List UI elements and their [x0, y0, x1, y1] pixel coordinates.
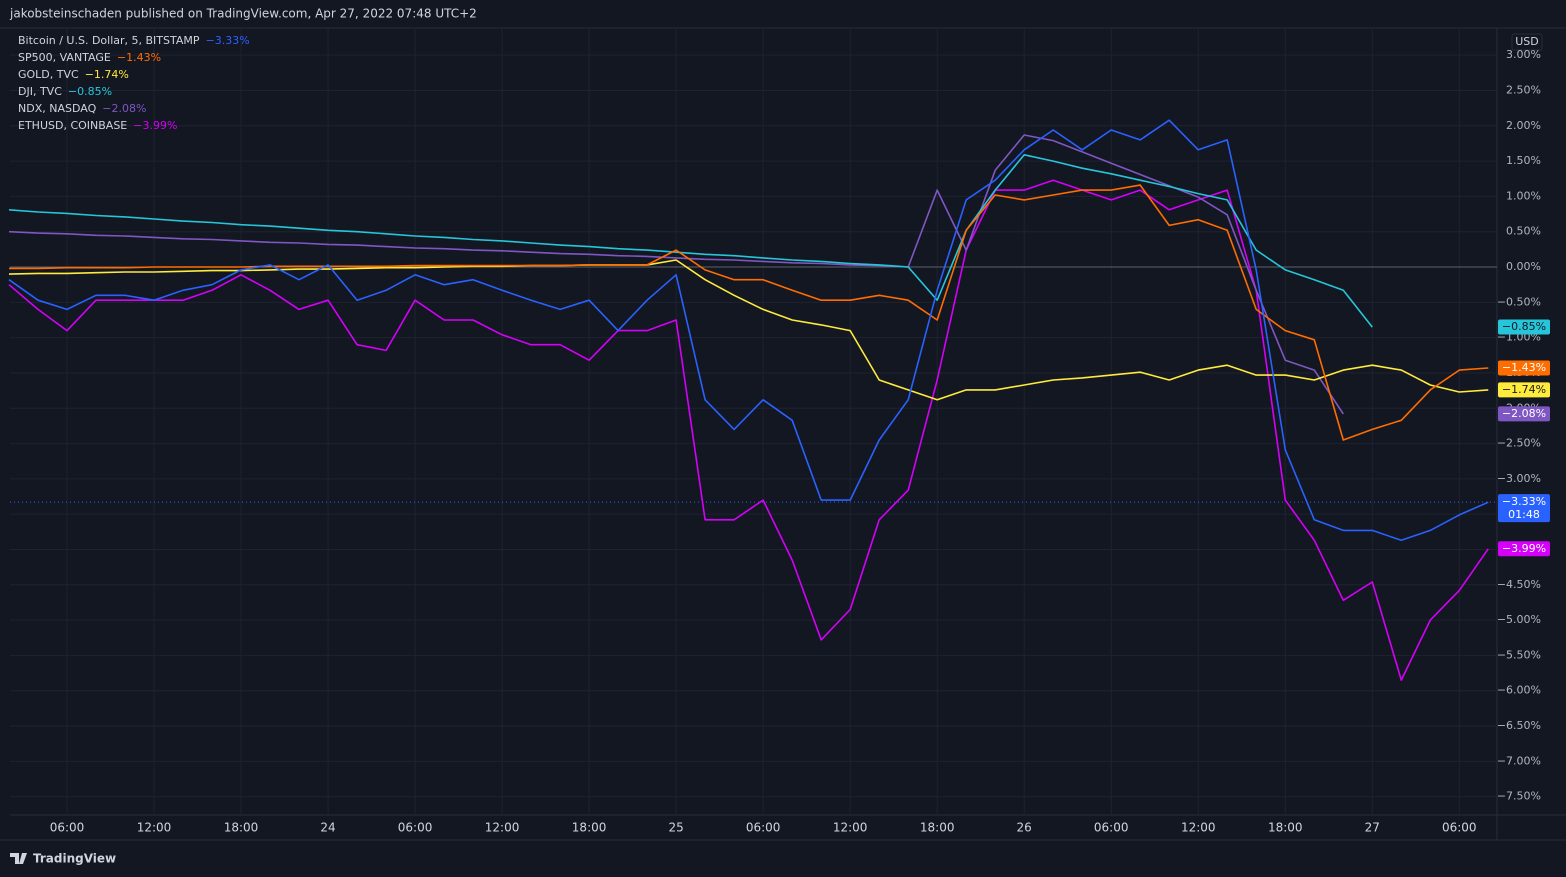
y-tick-label: 0.50% — [1506, 225, 1541, 238]
legend-entry[interactable]: ETHUSD, COINBASE −3.99% — [18, 119, 177, 132]
price-label: −0.85% — [1502, 320, 1546, 333]
series-line — [8, 134, 1344, 415]
legend-change: −3.99% — [133, 119, 177, 132]
y-tick-label: −6.00% — [1497, 684, 1541, 697]
series-line — [8, 119, 1489, 542]
legend-entry[interactable]: GOLD, TVC −1.74% — [18, 68, 129, 81]
x-tick-label: 18:00 — [920, 821, 955, 835]
y-tick-label: 0.00% — [1506, 260, 1541, 273]
legend-change: −1.43% — [117, 51, 161, 64]
x-tick-label: 06:00 — [398, 821, 433, 835]
series-line — [8, 259, 1489, 401]
currency-box[interactable] — [1511, 33, 1543, 51]
tradingview-logo: TradingView — [10, 852, 116, 866]
x-tick-label: 06:00 — [50, 821, 85, 835]
header-text: jakobsteinschaden published on TradingVi… — [9, 7, 477, 21]
x-tick-label: 27 — [1365, 821, 1380, 835]
series-line — [8, 179, 1489, 681]
x-tick-label: 12:00 — [137, 821, 172, 835]
x-tick-label: 12:00 — [833, 821, 868, 835]
x-tick-label: 06:00 — [1442, 821, 1477, 835]
price-label-box — [1498, 319, 1550, 335]
countdown-label: 01:48 — [1508, 508, 1540, 521]
legend-entry[interactable]: Bitcoin / U.S. Dollar, 5, BITSTAMP −3.33% — [18, 34, 250, 47]
price-label-box — [1498, 541, 1550, 557]
y-tick-label: −3.00% — [1497, 472, 1541, 485]
legend-entry[interactable]: SP500, VANTAGE −1.43% — [18, 51, 161, 64]
legend-name: NDX, NASDAQ — [18, 102, 97, 115]
y-tick-label: −4.50% — [1497, 578, 1541, 591]
price-label-box — [1498, 494, 1550, 523]
y-tick-label: 1.00% — [1506, 189, 1541, 202]
legend-change: −0.85% — [68, 85, 112, 98]
x-tick-label: 06:00 — [1094, 821, 1129, 835]
x-tick-label: 26 — [1017, 821, 1032, 835]
price-label-box — [1498, 382, 1550, 398]
logo-text: TradingView — [33, 852, 116, 866]
legend-name: DJI, TVC — [18, 85, 62, 98]
y-tick-label: −5.00% — [1497, 613, 1541, 626]
legend-name: SP500, VANTAGE — [18, 51, 111, 64]
y-tick-label: −6.50% — [1497, 719, 1541, 732]
currency-label[interactable]: USD — [1515, 35, 1539, 48]
x-tick-label: 06:00 — [746, 821, 781, 835]
legend-entry[interactable]: NDX, NASDAQ −2.08% — [18, 102, 146, 115]
legend-change: −3.33% — [206, 34, 250, 47]
price-label-box — [1498, 360, 1550, 376]
x-tick-label: 25 — [668, 821, 683, 835]
y-tick-label: 2.00% — [1506, 119, 1541, 132]
price-label: −3.99% — [1502, 542, 1546, 555]
x-tick-label: 24 — [320, 821, 335, 835]
price-label-box — [1498, 406, 1550, 422]
x-tick-label: 12:00 — [485, 821, 520, 835]
y-tick-label: −5.50% — [1497, 648, 1541, 661]
grid — [10, 28, 1497, 815]
x-tick-label: 12:00 — [1181, 821, 1216, 835]
y-tick-label: −2.50% — [1497, 437, 1541, 450]
x-tick-label: 18:00 — [572, 821, 607, 835]
y-tick-label: −7.50% — [1497, 790, 1541, 803]
price-label: −1.74% — [1502, 383, 1546, 396]
legend-entry[interactable]: DJI, TVC −0.85% — [18, 85, 112, 98]
series-line — [8, 154, 1373, 328]
x-tick-label: 18:00 — [1268, 821, 1303, 835]
legend-name: Bitcoin / U.S. Dollar, 5, BITSTAMP — [18, 34, 200, 47]
x-tick-label: 18:00 — [224, 821, 259, 835]
logo-mark — [10, 853, 27, 864]
legend-name: ETHUSD, COINBASE — [18, 119, 127, 132]
legend-name: GOLD, TVC — [18, 68, 79, 81]
price-label: −2.08% — [1502, 407, 1546, 420]
y-tick-label: −0.50% — [1497, 295, 1541, 308]
y-tick-label: 2.50% — [1506, 83, 1541, 96]
y-tick-label: 1.50% — [1506, 154, 1541, 167]
price-label: −3.33% — [1502, 495, 1546, 508]
price-label: −1.43% — [1502, 361, 1546, 374]
legend-change: −2.08% — [102, 102, 146, 115]
y-tick-label: −7.00% — [1497, 754, 1541, 767]
legend-change: −1.74% — [85, 68, 129, 81]
y-tick-label: 3.00% — [1506, 48, 1541, 61]
